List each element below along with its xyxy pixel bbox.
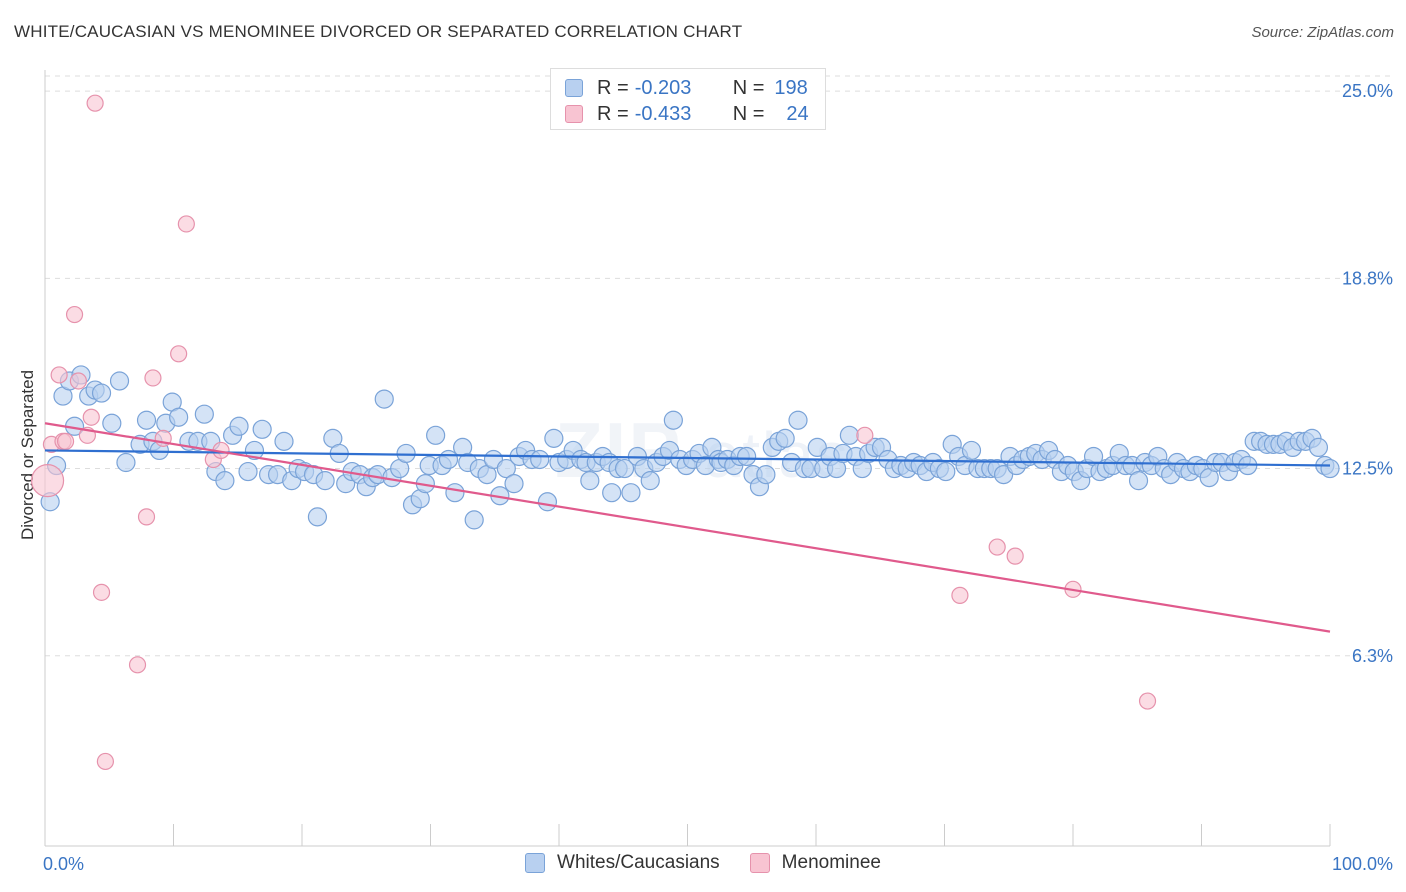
stats-row-whites: R = -0.203 N = 198 [565, 77, 808, 99]
stats-n-label: N = [732, 76, 765, 99]
stats-swatch-menominee [565, 105, 583, 123]
trend-line-whites [44, 449, 1331, 467]
data-point-menominee [144, 369, 162, 387]
stats-r-label: R = [597, 102, 629, 125]
data-point-whites [238, 461, 258, 482]
data-point-whites [102, 413, 122, 433]
data-point-whites [775, 428, 795, 448]
data-point-menominee [92, 583, 111, 601]
chart-title: WHITE/CAUCASIAN VS MENOMINEE DIVORCED OR… [14, 22, 743, 41]
data-point-menominee [1138, 692, 1157, 710]
y-tick-label: 6.3% [1352, 646, 1393, 666]
data-point-whites [496, 458, 516, 479]
stats-n-value-menominee: 24 [786, 102, 809, 125]
data-point-whites [252, 419, 272, 439]
data-point-whites [91, 383, 112, 403]
stats-n-value-whites: 198 [774, 76, 808, 99]
data-point-menominee [137, 508, 156, 526]
data-point-menominee [1006, 547, 1024, 565]
data-point-menominee [69, 372, 88, 390]
stats-row-menominee: R = -0.433 N = 24 [565, 103, 809, 125]
data-point-whites [307, 507, 328, 527]
data-point-whites [438, 449, 459, 470]
tick-labels: 6.3% 12.5% 18.8% 25.0% 0.0% 100.0% [43, 81, 1393, 874]
data-point-whites [116, 452, 136, 473]
data-point-whites [215, 471, 235, 491]
stats-n-label: N = [732, 102, 765, 125]
data-point-menominee [856, 426, 874, 444]
data-point-whites [961, 440, 982, 461]
legend-label-menominee: Menominee [781, 852, 881, 873]
data-point-whites [737, 446, 757, 467]
data-point-whites [663, 410, 683, 430]
data-point-whites [530, 449, 550, 470]
series-menominee-points [30, 94, 1157, 771]
x-tick-label: 100.0% [1332, 854, 1393, 874]
data-point-menominee [988, 538, 1006, 556]
data-point-whites [109, 371, 130, 391]
data-point-whites [194, 404, 214, 424]
series-whites-points [40, 365, 1340, 530]
data-point-whites [464, 510, 484, 530]
correlation-stats-box: R = -0.203 N = 198 R = -0.433 N = 24 [550, 68, 826, 130]
data-point-whites [1128, 471, 1149, 491]
data-point-whites [544, 428, 564, 448]
trend-lines [44, 422, 1331, 633]
data-point-whites [229, 416, 249, 436]
stats-r-value-menominee: -0.433 [634, 102, 692, 125]
data-point-menominee [86, 94, 104, 112]
data-point-whites [374, 389, 394, 409]
stats-r-label: R = [597, 76, 629, 99]
legend-item-menominee: Menominee [749, 852, 881, 874]
data-point-whites [839, 425, 860, 445]
data-point-whites [445, 483, 465, 503]
stats-r-value-whites: -0.203 [634, 76, 692, 99]
data-point-whites [756, 464, 776, 485]
data-point-whites [274, 431, 294, 451]
data-point-whites [169, 407, 189, 427]
data-point-whites [537, 492, 558, 512]
data-point-whites [426, 425, 446, 445]
legend-item-whites: Whites/Caucasians [525, 852, 720, 874]
legend-label-whites: Whites/Caucasians [557, 852, 720, 873]
data-point-menominee [170, 345, 188, 363]
data-point-menominee [65, 305, 84, 324]
data-point-menominee [82, 408, 100, 426]
axes [44, 70, 1331, 847]
y-tick-label: 12.5% [1342, 459, 1393, 479]
data-point-whites [244, 440, 265, 461]
data-point-menominee [128, 656, 147, 674]
grid-lines [45, 75, 1395, 657]
data-point-whites [602, 483, 622, 503]
data-point-whites [936, 461, 956, 482]
chart-legend: Whites/Caucasians Menominee [0, 852, 1406, 874]
data-point-whites [1308, 437, 1329, 458]
y-tick-label: 25.0% [1342, 81, 1393, 101]
source-credit: Source: ZipAtlas.com [1251, 24, 1394, 41]
data-point-menominee [951, 586, 969, 604]
data-point-menominee [177, 215, 195, 233]
data-point-whites [504, 474, 524, 494]
data-point-whites [640, 471, 660, 491]
data-point-whites [788, 410, 808, 430]
data-point-whites [580, 471, 600, 491]
data-point-menominee [56, 432, 75, 450]
trend-line-menominee [44, 422, 1331, 633]
data-point-whites [1320, 458, 1340, 479]
x-tick-label: 0.0% [43, 854, 84, 874]
data-point-menominee [30, 464, 65, 498]
data-point-whites [614, 458, 635, 479]
legend-swatch-whites [525, 853, 546, 873]
data-point-menominee [50, 366, 68, 384]
data-point-whites [621, 483, 641, 503]
data-point-whites [136, 410, 157, 430]
legend-swatch-menominee [749, 853, 770, 873]
data-point-whites [396, 443, 416, 464]
data-point-menominee [96, 752, 114, 771]
data-point-whites [315, 471, 335, 491]
y-tick-label: 18.8% [1342, 268, 1393, 288]
stats-swatch-whites [565, 79, 583, 97]
